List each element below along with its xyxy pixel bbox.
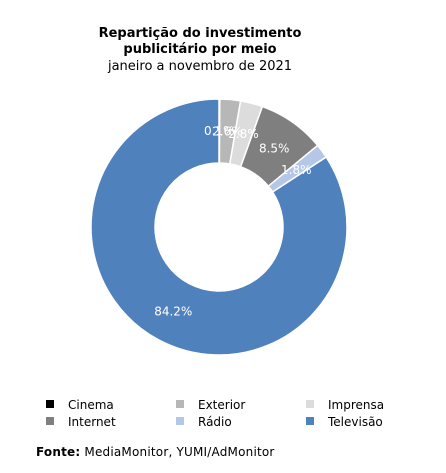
data-label-exterior: 2.6% bbox=[212, 124, 243, 138]
source-text: MediaMonitor, YUMI/AdMonitor bbox=[84, 445, 275, 459]
data-label-televisao: 84.2% bbox=[154, 304, 192, 318]
legend-label-internet: Internet bbox=[68, 415, 116, 429]
legend-label-cinema: Cinema bbox=[68, 398, 114, 412]
legend-swatch-radio bbox=[176, 417, 184, 425]
source-note: Fonte: MediaMonitor, YUMI/AdMonitor bbox=[36, 445, 275, 459]
legend-label-radio: Rádio bbox=[198, 415, 232, 429]
legend-label-imprensa: Imprensa bbox=[328, 398, 385, 412]
legend-swatch-internet bbox=[46, 417, 54, 425]
legend-label-televisao: Televisão bbox=[328, 415, 383, 429]
legend-swatch-exterior bbox=[176, 400, 184, 408]
legend-swatch-televisao bbox=[306, 417, 314, 425]
legend-item-exterior: Exterior bbox=[176, 398, 245, 412]
data-label-imprensa: 2.8% bbox=[228, 127, 259, 141]
legend-item-radio: Rádio bbox=[176, 415, 232, 429]
chart-title-line-2: publicitário por meio bbox=[123, 42, 277, 57]
legend-swatch-cinema bbox=[46, 400, 54, 408]
legend-label-exterior: Exterior bbox=[198, 398, 246, 412]
data-label-radio: 1.8% bbox=[281, 163, 312, 177]
legend-item-televisao: Televisão bbox=[306, 415, 383, 429]
chart-title-block: Repartição do investimento publicitário … bbox=[0, 26, 400, 75]
legend-item-cinema: Cinema bbox=[46, 398, 114, 412]
legend-item-imprensa: Imprensa bbox=[306, 398, 384, 412]
legend-swatch-imprensa bbox=[306, 400, 314, 408]
data-label-internet: 8.5% bbox=[259, 141, 290, 155]
slice-televisao bbox=[90, 98, 348, 356]
data-label-cinema: 0.1% bbox=[204, 124, 235, 138]
legend-item-internet: Internet bbox=[46, 415, 116, 429]
chart-title-line-1: Repartição do investimento bbox=[98, 26, 302, 41]
source-label: Fonte: bbox=[36, 445, 81, 459]
chart-subtitle: janeiro a novembro de 2021 bbox=[107, 59, 293, 74]
